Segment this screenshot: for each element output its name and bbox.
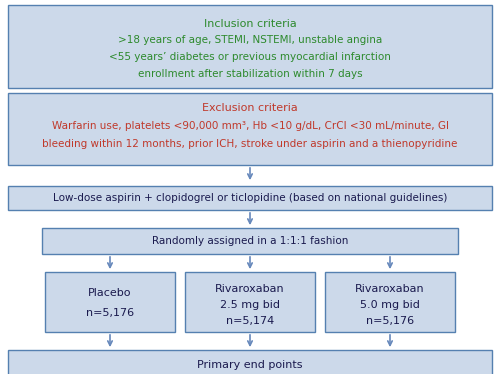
Text: Randomly assigned in a 1:1:1 fashion: Randomly assigned in a 1:1:1 fashion bbox=[152, 236, 348, 246]
Text: Placebo: Placebo bbox=[88, 288, 132, 298]
FancyBboxPatch shape bbox=[8, 5, 492, 88]
Text: Rivaroxaban: Rivaroxaban bbox=[215, 284, 285, 294]
Text: n=5,176: n=5,176 bbox=[366, 316, 414, 326]
FancyBboxPatch shape bbox=[8, 93, 492, 165]
Text: Inclusion criteria: Inclusion criteria bbox=[204, 19, 296, 29]
Text: enrollment after stabilization within 7 days: enrollment after stabilization within 7 … bbox=[138, 69, 362, 79]
FancyBboxPatch shape bbox=[8, 186, 492, 210]
FancyBboxPatch shape bbox=[8, 350, 492, 374]
Text: Primary end points: Primary end points bbox=[197, 360, 303, 370]
FancyBboxPatch shape bbox=[325, 272, 455, 332]
FancyBboxPatch shape bbox=[42, 228, 458, 254]
Text: Exclusion criteria: Exclusion criteria bbox=[202, 103, 298, 113]
Text: Warfarin use, platelets <90,000 mm³, Hb <10 g/dL, CrCl <30 mL/minute, GI: Warfarin use, platelets <90,000 mm³, Hb … bbox=[52, 121, 448, 131]
Text: Low-dose aspirin + clopidogrel or ticlopidine (based on national guidelines): Low-dose aspirin + clopidogrel or ticlop… bbox=[53, 193, 447, 203]
Text: Rivaroxaban: Rivaroxaban bbox=[355, 284, 425, 294]
Text: bleeding within 12 months, prior ICH, stroke under aspirin and a thienopyridine: bleeding within 12 months, prior ICH, st… bbox=[42, 139, 458, 149]
Text: n=5,176: n=5,176 bbox=[86, 308, 134, 318]
Text: 2.5 mg bid: 2.5 mg bid bbox=[220, 300, 280, 310]
Text: <55 years’ diabetes or previous myocardial infarction: <55 years’ diabetes or previous myocardi… bbox=[109, 52, 391, 62]
Text: >18 years of age, STEMI, NSTEMI, unstable angina: >18 years of age, STEMI, NSTEMI, unstabl… bbox=[118, 35, 382, 45]
FancyBboxPatch shape bbox=[185, 272, 315, 332]
FancyBboxPatch shape bbox=[45, 272, 175, 332]
Text: n=5,174: n=5,174 bbox=[226, 316, 274, 326]
Text: 5.0 mg bid: 5.0 mg bid bbox=[360, 300, 420, 310]
